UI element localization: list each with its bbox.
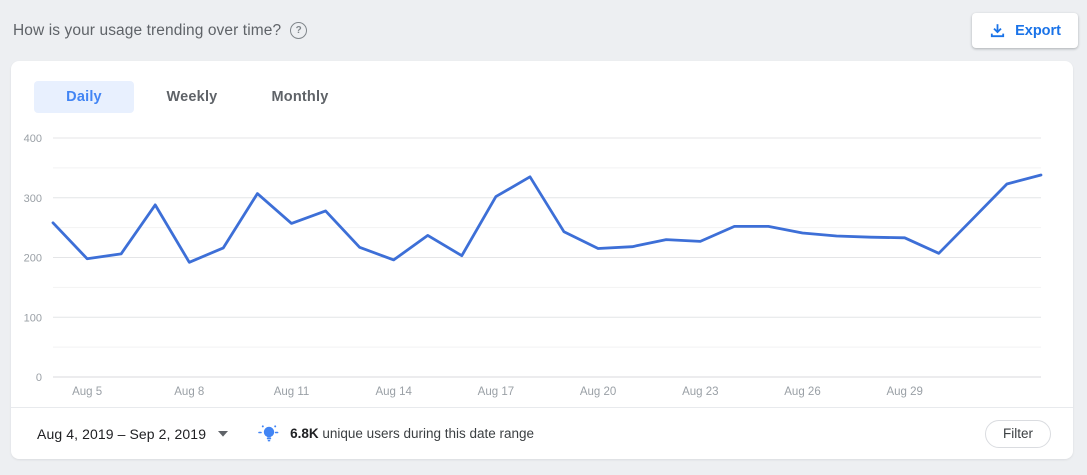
usage-card: Daily Weekly Monthly 0 100 200 300 400 Aug 5 A… <box>11 61 1073 459</box>
y-axis-tick-label: 200 <box>24 253 42 265</box>
insight-description: unique users during this date range <box>322 426 535 441</box>
x-axis-tick-label: Aug 11 <box>274 386 310 398</box>
x-axis-tick-label: Aug 5 <box>72 386 102 398</box>
date-range-selector[interactable]: Aug 4, 2019 – Sep 2, 2019 <box>37 425 229 442</box>
granularity-tabs: Daily Weekly Monthly <box>34 81 350 113</box>
x-axis-tick-label: Aug 29 <box>886 386 922 398</box>
insight: 6.8K unique users during this date range <box>258 423 534 444</box>
chart-area: 0 100 200 300 400 Aug 5 Aug 8 Aug 11 Aug 14 Aug 1… <box>11 121 1073 406</box>
export-button-label: Export <box>1015 22 1061 39</box>
tab-daily[interactable]: Daily <box>34 81 134 113</box>
page-header: How is your usage trending over time? ? … <box>0 0 1087 61</box>
chevron-down-icon <box>218 430 229 437</box>
card-footer: Aug 4, 2019 – Sep 2, 2019 6.8K uniq <box>11 407 1073 459</box>
lightbulb-icon <box>258 423 280 444</box>
insight-value: 6.8K <box>290 426 319 441</box>
filter-button[interactable]: Filter <box>985 419 1051 448</box>
x-axis-tick-label: Aug 14 <box>375 386 412 398</box>
date-range-text: Aug 4, 2019 – Sep 2, 2019 <box>37 425 207 442</box>
tab-weekly-label: Weekly <box>166 89 218 105</box>
usage-trend-line <box>51 173 1043 264</box>
usage-line-chart: 0 100 200 300 400 Aug 5 Aug 8 Aug 11 Aug 14 Aug 1… <box>24 133 1043 398</box>
download-icon <box>989 22 1006 39</box>
filter-button-label: Filter <box>1003 426 1033 441</box>
help-glyph: ? <box>295 24 302 36</box>
tab-monthly[interactable]: Monthly <box>250 81 350 113</box>
x-axis-tick-label: Aug 17 <box>478 386 514 398</box>
y-axis-tick-label: 0 <box>36 372 42 384</box>
x-axis-tick-label: Aug 20 <box>580 386 616 398</box>
page-title: How is your usage trending over time? <box>13 21 282 39</box>
export-button[interactable]: Export <box>972 13 1078 48</box>
tab-daily-label: Daily <box>66 89 102 105</box>
x-axis-tick-label: Aug 8 <box>174 386 204 398</box>
x-axis-tick-label: Aug 26 <box>784 386 820 398</box>
x-axis-tick-label: Aug 23 <box>682 386 718 398</box>
tab-weekly[interactable]: Weekly <box>142 81 242 113</box>
title-group: How is your usage trending over time? ? <box>13 21 308 40</box>
y-axis-tick-label: 400 <box>24 133 42 145</box>
y-axis-tick-label: 100 <box>24 312 42 324</box>
insight-text: 6.8K unique users during this date range <box>290 426 534 441</box>
y-axis-tick-label: 300 <box>24 193 42 205</box>
tab-monthly-label: Monthly <box>271 89 329 105</box>
help-icon[interactable]: ? <box>290 22 308 39</box>
